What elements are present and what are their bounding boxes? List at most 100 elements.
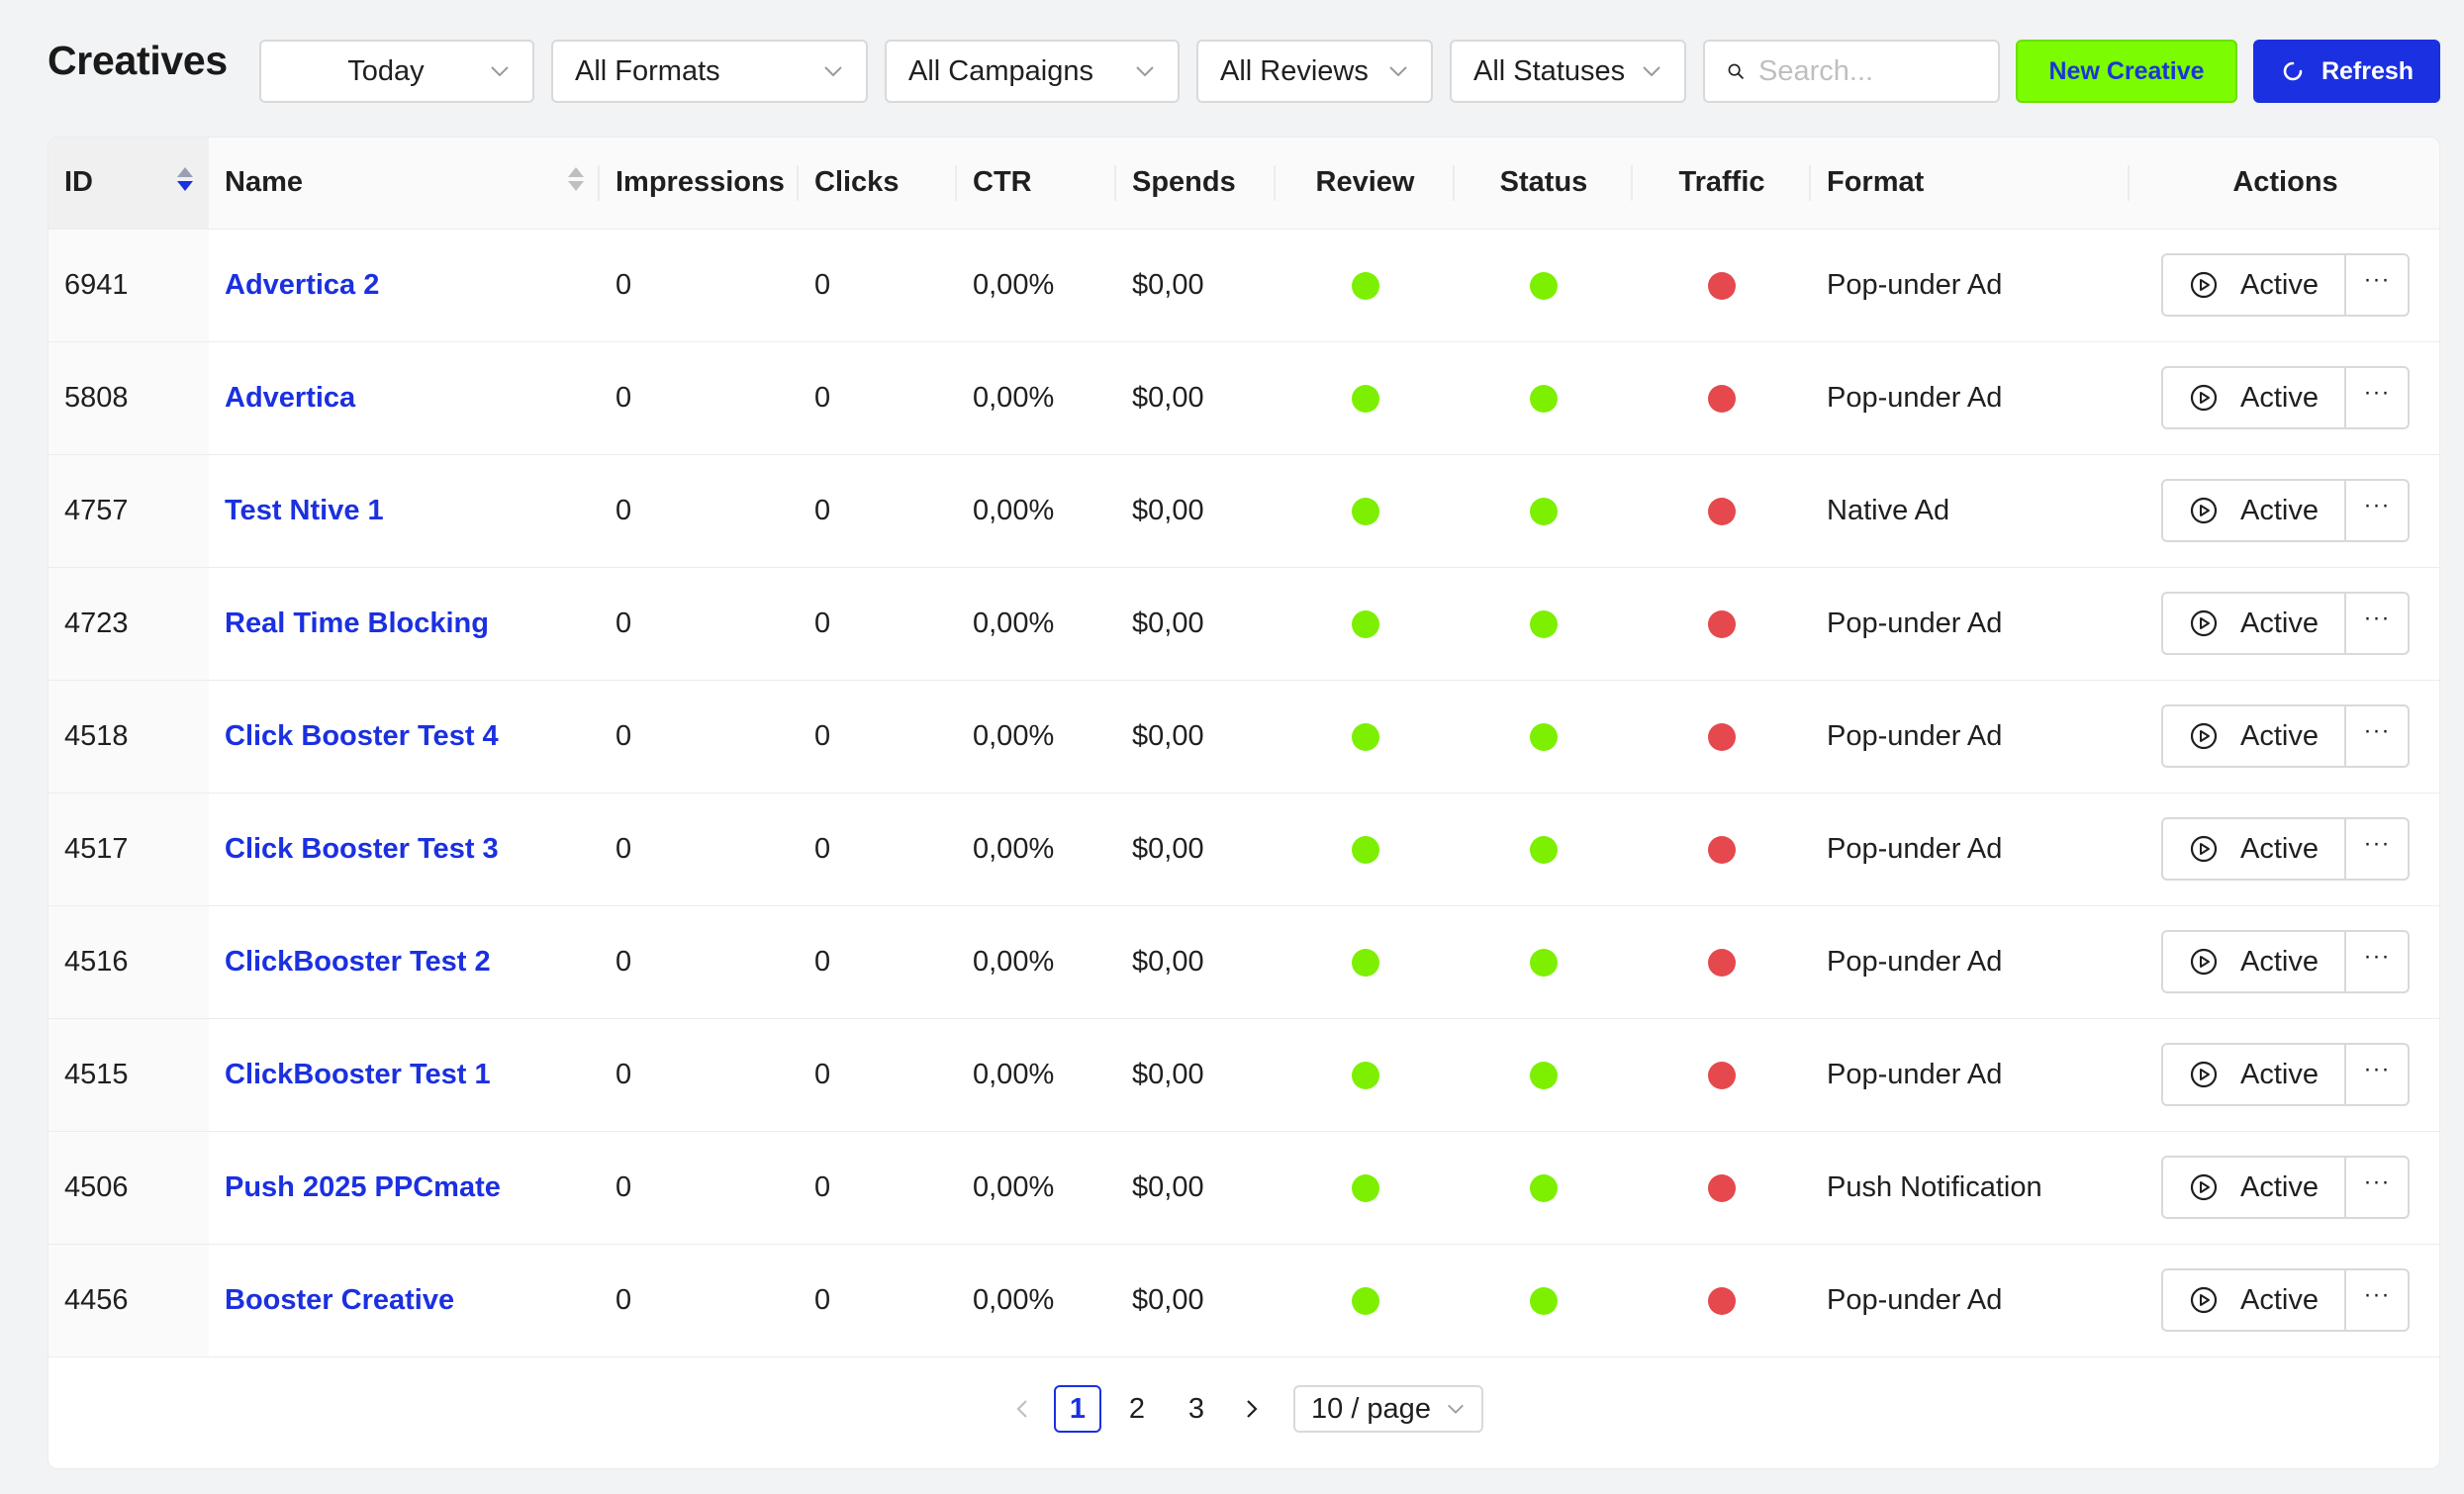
table-header-row: ID Name Impressions Clicks CTR Spends Re… (48, 138, 2439, 230)
active-toggle-button[interactable]: Active (2161, 1268, 2346, 1332)
cell-format: Pop-under Ad (1811, 793, 2130, 906)
date-filter-select[interactable]: Today (259, 40, 534, 103)
play-circle-icon (2190, 835, 2218, 863)
cell-clicks: 0 (799, 905, 957, 1019)
active-toggle-button[interactable]: Active (2161, 704, 2346, 768)
cell-ctr: 0,00% (957, 793, 1116, 906)
column-header-id[interactable]: ID (48, 138, 209, 230)
more-options-button[interactable]: ··· (2346, 817, 2410, 881)
status-filter-select[interactable]: All Statuses (1450, 40, 1686, 103)
active-toggle-button[interactable]: Active (2161, 1043, 2346, 1106)
page-size-select[interactable]: 10 / page (1293, 1385, 1483, 1433)
status-dot (1530, 1173, 1558, 1202)
cell-actions: Active ··· (2130, 1018, 2439, 1132)
format-filter-select[interactable]: All Formats (551, 40, 868, 103)
cell-clicks: 0 (799, 341, 957, 455)
cell-traffic (1633, 680, 1811, 794)
play-circle-icon (2190, 497, 2218, 524)
more-options-button[interactable]: ··· (2346, 930, 2410, 993)
more-options-button[interactable]: ··· (2346, 1268, 2410, 1332)
cell-traffic (1633, 1244, 1811, 1357)
sort-icon[interactable] (568, 167, 584, 191)
more-options-button[interactable]: ··· (2346, 592, 2410, 655)
active-toggle-button[interactable]: Active (2161, 1156, 2346, 1219)
cell-spends: $0,00 (1116, 341, 1276, 455)
active-toggle-button[interactable]: Active (2161, 930, 2346, 993)
active-toggle-button[interactable]: Active (2161, 479, 2346, 542)
prev-page-button[interactable] (1006, 1385, 1038, 1433)
cell-ctr: 0,00% (957, 229, 1116, 342)
more-options-button[interactable]: ··· (2346, 366, 2410, 429)
column-header-actions: Actions (2130, 138, 2439, 230)
creative-name-link[interactable]: ClickBooster Test 2 (225, 945, 491, 978)
cell-status (1455, 1018, 1633, 1132)
campaign-filter-select[interactable]: All Campaigns (885, 40, 1180, 103)
ellipsis-icon: ··· (2363, 266, 2391, 293)
creative-name-link[interactable]: Advertica (225, 381, 356, 414)
cell-id: 4515 (48, 1018, 209, 1132)
cell-review (1276, 1018, 1455, 1132)
ellipsis-icon: ··· (2363, 379, 2391, 406)
creative-name-link[interactable]: Advertica 2 (225, 268, 380, 301)
active-toggle-button[interactable]: Active (2161, 592, 2346, 655)
active-toggle-label: Active (2240, 268, 2319, 301)
active-toggle-label: Active (2240, 719, 2319, 752)
cell-actions: Active ··· (2130, 905, 2439, 1019)
cell-status (1455, 341, 1633, 455)
new-creative-label: New Creative (2048, 56, 2205, 85)
cell-format: Pop-under Ad (1811, 229, 2130, 342)
page-size-label: 10 / page (1311, 1392, 1431, 1425)
search-box[interactable] (1703, 40, 2000, 103)
cell-impressions: 0 (600, 793, 799, 906)
review-filter-select[interactable]: All Reviews (1196, 40, 1433, 103)
cell-clicks: 0 (799, 229, 957, 342)
new-creative-button[interactable]: New Creative (2016, 40, 2237, 103)
review-status-dot (1351, 271, 1379, 300)
row-actions: Active ··· (2145, 253, 2425, 317)
sort-icon[interactable] (177, 167, 193, 191)
cell-spends: $0,00 (1116, 229, 1276, 342)
review-status-dot (1351, 497, 1379, 525)
page-number-item[interactable]: 2 (1128, 1392, 1146, 1425)
column-header-ctr-label: CTR (973, 166, 1032, 199)
refresh-icon (2283, 61, 2303, 81)
creative-name-link[interactable]: Push 2025 PPCmate (225, 1170, 501, 1203)
row-actions: Active ··· (2145, 704, 2425, 768)
more-options-button[interactable]: ··· (2346, 479, 2410, 542)
next-page-button[interactable] (1236, 1385, 1268, 1433)
status-dot (1530, 384, 1558, 413)
creative-name-link[interactable]: Real Time Blocking (225, 607, 489, 639)
more-options-button[interactable]: ··· (2346, 253, 2410, 317)
active-toggle-button[interactable]: Active (2161, 253, 2346, 317)
column-header-format-label: Format (1827, 166, 1925, 199)
search-input[interactable] (1758, 54, 1976, 88)
page-number-item[interactable]: 1 (1054, 1385, 1101, 1433)
cell-traffic (1633, 1018, 1811, 1132)
cell-review (1276, 567, 1455, 681)
more-options-button[interactable]: ··· (2346, 1156, 2410, 1219)
row-actions: Active ··· (2145, 479, 2425, 542)
chevron-right-icon (1247, 1400, 1258, 1418)
cell-ctr: 0,00% (957, 1244, 1116, 1357)
more-options-button[interactable]: ··· (2346, 704, 2410, 768)
chevron-down-icon (1643, 66, 1660, 77)
active-toggle-button[interactable]: Active (2161, 366, 2346, 429)
cell-status (1455, 229, 1633, 342)
active-toggle-button[interactable]: Active (2161, 817, 2346, 881)
column-header-name[interactable]: Name (209, 138, 600, 230)
more-options-button[interactable]: ··· (2346, 1043, 2410, 1106)
page-number-item[interactable]: 3 (1187, 1392, 1205, 1425)
creative-name-link[interactable]: Test Ntive 1 (225, 494, 384, 526)
cell-actions: Active ··· (2130, 567, 2439, 681)
creative-name-link[interactable]: Click Booster Test 4 (225, 719, 499, 752)
traffic-status-dot (1708, 609, 1736, 638)
play-circle-icon (2190, 609, 2218, 637)
creative-name-link[interactable]: ClickBooster Test 1 (225, 1058, 491, 1090)
refresh-button[interactable]: Refresh (2253, 40, 2440, 103)
creative-name-link[interactable]: Booster Creative (225, 1283, 455, 1316)
cell-name: Click Booster Test 3 (209, 793, 600, 906)
traffic-status-dot (1708, 1286, 1736, 1315)
creative-name-link[interactable]: Click Booster Test 3 (225, 832, 499, 865)
cell-ctr: 0,00% (957, 1131, 1116, 1245)
status-filter-label: All Statuses (1473, 54, 1626, 87)
